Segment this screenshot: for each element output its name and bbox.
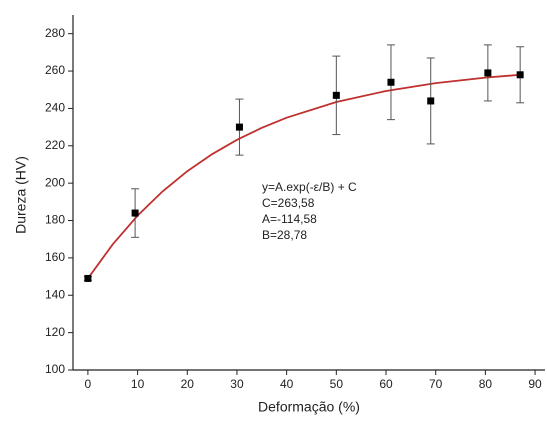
x-axis-title: Deformação (%)	[258, 399, 360, 415]
fit-annotation: B=28,78	[262, 228, 307, 242]
fit-annotation: y=A.exp(-ε/B) + C	[262, 180, 357, 194]
data-point	[131, 209, 139, 217]
y-tick-label: 140	[45, 287, 65, 301]
x-tick-label: 70	[429, 377, 443, 391]
x-tick-label: 20	[181, 377, 195, 391]
y-tick-label: 240	[45, 101, 65, 115]
y-tick-label: 160	[45, 250, 65, 264]
y-axis-title: Dureza (HV)	[13, 156, 29, 234]
y-tick-label: 260	[45, 63, 65, 77]
x-tick-label: 40	[280, 377, 294, 391]
data-point	[516, 71, 524, 79]
y-tick-label: 100	[45, 362, 65, 376]
data-point	[484, 69, 492, 77]
x-tick-label: 90	[528, 377, 542, 391]
fit-annotation: A=-114,58	[262, 212, 317, 226]
data-point	[332, 91, 340, 99]
data-point	[235, 123, 243, 131]
y-tick-label: 280	[45, 26, 65, 40]
y-tick-label: 220	[45, 138, 65, 152]
x-tick-label: 80	[479, 377, 493, 391]
data-point	[387, 78, 395, 86]
fit-curve	[87, 73, 521, 279]
data-point	[84, 274, 92, 282]
data-point	[427, 97, 435, 105]
y-tick-label: 180	[45, 213, 65, 227]
y-tick-label: 120	[45, 325, 65, 339]
x-tick-label: 50	[330, 377, 344, 391]
x-tick-label: 10	[131, 377, 145, 391]
x-tick-label: 30	[230, 377, 244, 391]
x-tick-label: 0	[85, 377, 92, 391]
fit-annotation: C=263,58	[262, 196, 315, 210]
y-tick-label: 200	[45, 175, 65, 189]
x-tick-label: 60	[379, 377, 393, 391]
